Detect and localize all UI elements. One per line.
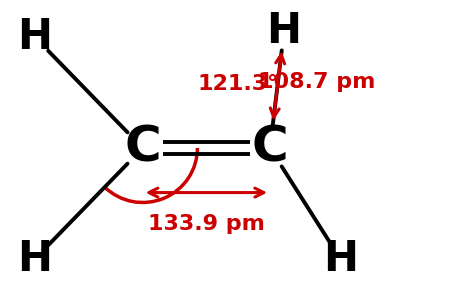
Text: 133.9 pm: 133.9 pm bbox=[148, 214, 265, 234]
Text: H: H bbox=[266, 10, 301, 52]
Text: 121.3°: 121.3° bbox=[198, 73, 279, 94]
Text: H: H bbox=[17, 238, 52, 280]
Text: H: H bbox=[17, 16, 52, 58]
Text: H: H bbox=[323, 238, 358, 280]
Text: C: C bbox=[124, 124, 161, 172]
Text: 108.7 pm: 108.7 pm bbox=[258, 72, 375, 92]
Text: C: C bbox=[252, 124, 288, 172]
